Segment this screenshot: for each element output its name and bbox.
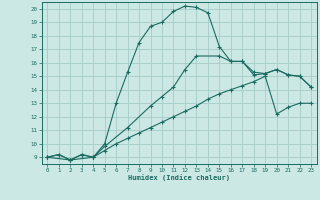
X-axis label: Humidex (Indice chaleur): Humidex (Indice chaleur) bbox=[128, 175, 230, 181]
